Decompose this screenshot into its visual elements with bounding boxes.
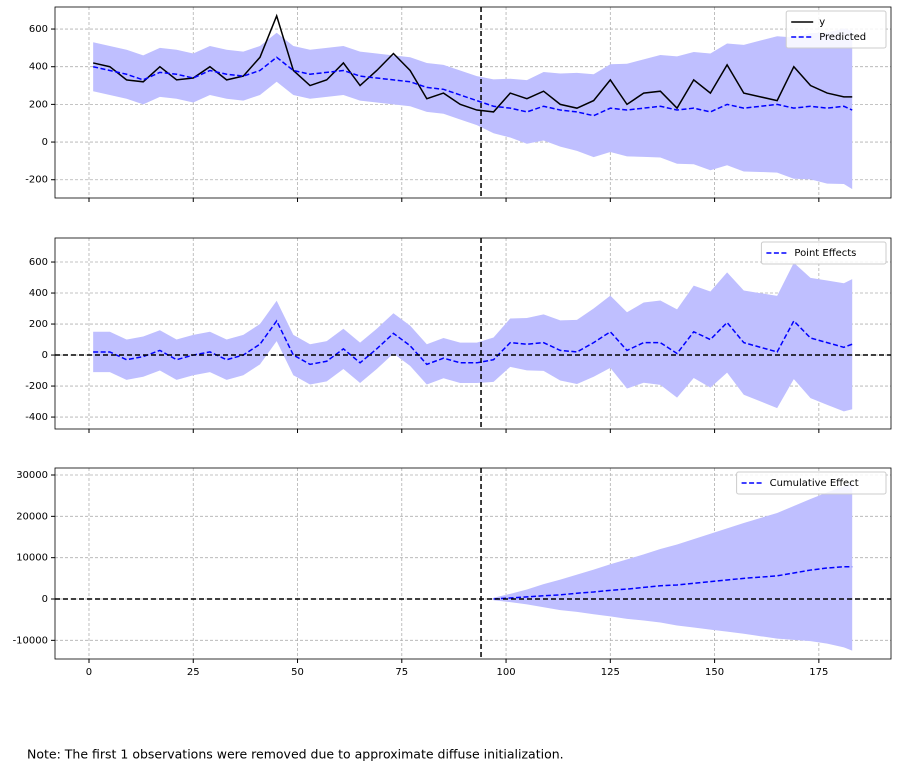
axes-frame	[54, 467, 892, 660]
y-tick-label: -200	[25, 381, 48, 392]
legend: y Predicted	[785, 10, 887, 49]
confidence-band	[493, 482, 853, 651]
x-tick-label: 175	[809, 667, 828, 678]
y-tick-label: 30000	[16, 470, 48, 481]
x-tick-label: 100	[497, 667, 516, 678]
y-tick-label: 200	[29, 99, 48, 110]
plot-area	[55, 238, 891, 429]
y-tick-label: 10000	[16, 553, 48, 564]
note: Note: The first 1 observations were remo…	[27, 747, 564, 762]
y-tick-label: -400	[25, 412, 48, 423]
legend-label: y	[819, 17, 825, 28]
axes-frame	[54, 237, 892, 430]
axes-frame	[54, 6, 892, 199]
y-tick-label: 20000	[16, 511, 48, 522]
y-tick-label: 400	[29, 288, 48, 299]
x-tick-label: 50	[291, 667, 304, 678]
y-tick-label: 0	[42, 594, 48, 605]
legend: Point Effects	[760, 241, 887, 265]
x-tick-label: 150	[705, 667, 724, 678]
legend-label: Predicted	[819, 32, 866, 43]
y-tick-label: 600	[29, 24, 48, 35]
y-tick-label: -200	[25, 175, 48, 186]
legend-box	[760, 241, 887, 265]
y-tick-label: -10000	[13, 635, 48, 646]
y-tick-label: 0	[42, 350, 48, 361]
y-tick-label: 200	[29, 319, 48, 330]
legend-box	[785, 10, 887, 49]
x-tick-label: 0	[86, 667, 92, 678]
confidence-band	[93, 262, 853, 412]
y-tick-label: 600	[29, 257, 48, 268]
series-line	[493, 566, 853, 600]
x-tick-label: 25	[187, 667, 200, 678]
plot-area	[55, 468, 891, 659]
legend-label: Cumulative Effect	[770, 478, 859, 489]
series-line	[92, 13, 853, 113]
y-tick-label: 400	[29, 62, 48, 73]
legend-label: Point Effects	[794, 248, 856, 259]
series-line	[92, 56, 853, 117]
legend-box	[736, 471, 887, 495]
y-tick-label: 0	[42, 137, 48, 148]
x-tick-label: 125	[601, 667, 620, 678]
series-line	[93, 319, 853, 366]
plot-area	[55, 7, 891, 198]
legend: Cumulative Effect	[736, 471, 887, 495]
x-tick-label: 75	[395, 667, 408, 678]
